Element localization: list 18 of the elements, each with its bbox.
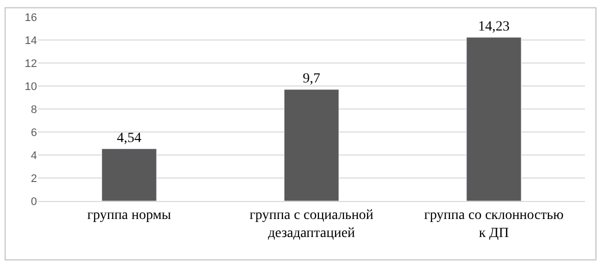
bar: [284, 89, 340, 201]
bar: [466, 37, 522, 201]
x-tick-label: группа нормы: [87, 208, 172, 223]
y-tick-label: 10: [24, 80, 37, 93]
y-tick-label: 0: [30, 196, 37, 208]
y-tick-label: 4: [30, 150, 37, 162]
y-tick-label: 6: [30, 126, 37, 139]
x-tick-label: группа с социальной дезадаптацией: [250, 208, 374, 241]
y-tick-label: 2: [30, 172, 37, 185]
y-tick-label: 8: [30, 104, 37, 116]
data-label: 9,7: [302, 71, 320, 86]
data-label: 14,23: [478, 19, 510, 34]
x-tick-label: группа со склонностью к ДП: [424, 208, 564, 241]
y-tick-label: 12: [24, 58, 37, 70]
bar: [102, 148, 157, 201]
y-tick-label: 14: [24, 34, 37, 47]
data-label: 4,54: [116, 130, 142, 146]
y-tick-label: 16: [24, 12, 37, 24]
